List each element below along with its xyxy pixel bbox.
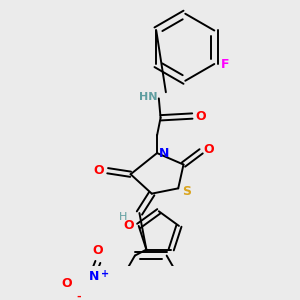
Text: S: S [182, 185, 191, 198]
Text: -: - [77, 292, 81, 300]
Text: H: H [119, 212, 127, 222]
Text: O: O [62, 277, 72, 290]
Text: O: O [124, 219, 134, 232]
Text: F: F [220, 58, 229, 71]
Text: HN: HN [139, 92, 157, 102]
Text: O: O [93, 244, 103, 256]
Text: N: N [159, 147, 169, 160]
Text: O: O [94, 164, 104, 177]
Text: +: + [101, 269, 110, 279]
Text: O: O [196, 110, 206, 122]
Text: O: O [204, 143, 214, 156]
Text: N: N [89, 269, 100, 283]
